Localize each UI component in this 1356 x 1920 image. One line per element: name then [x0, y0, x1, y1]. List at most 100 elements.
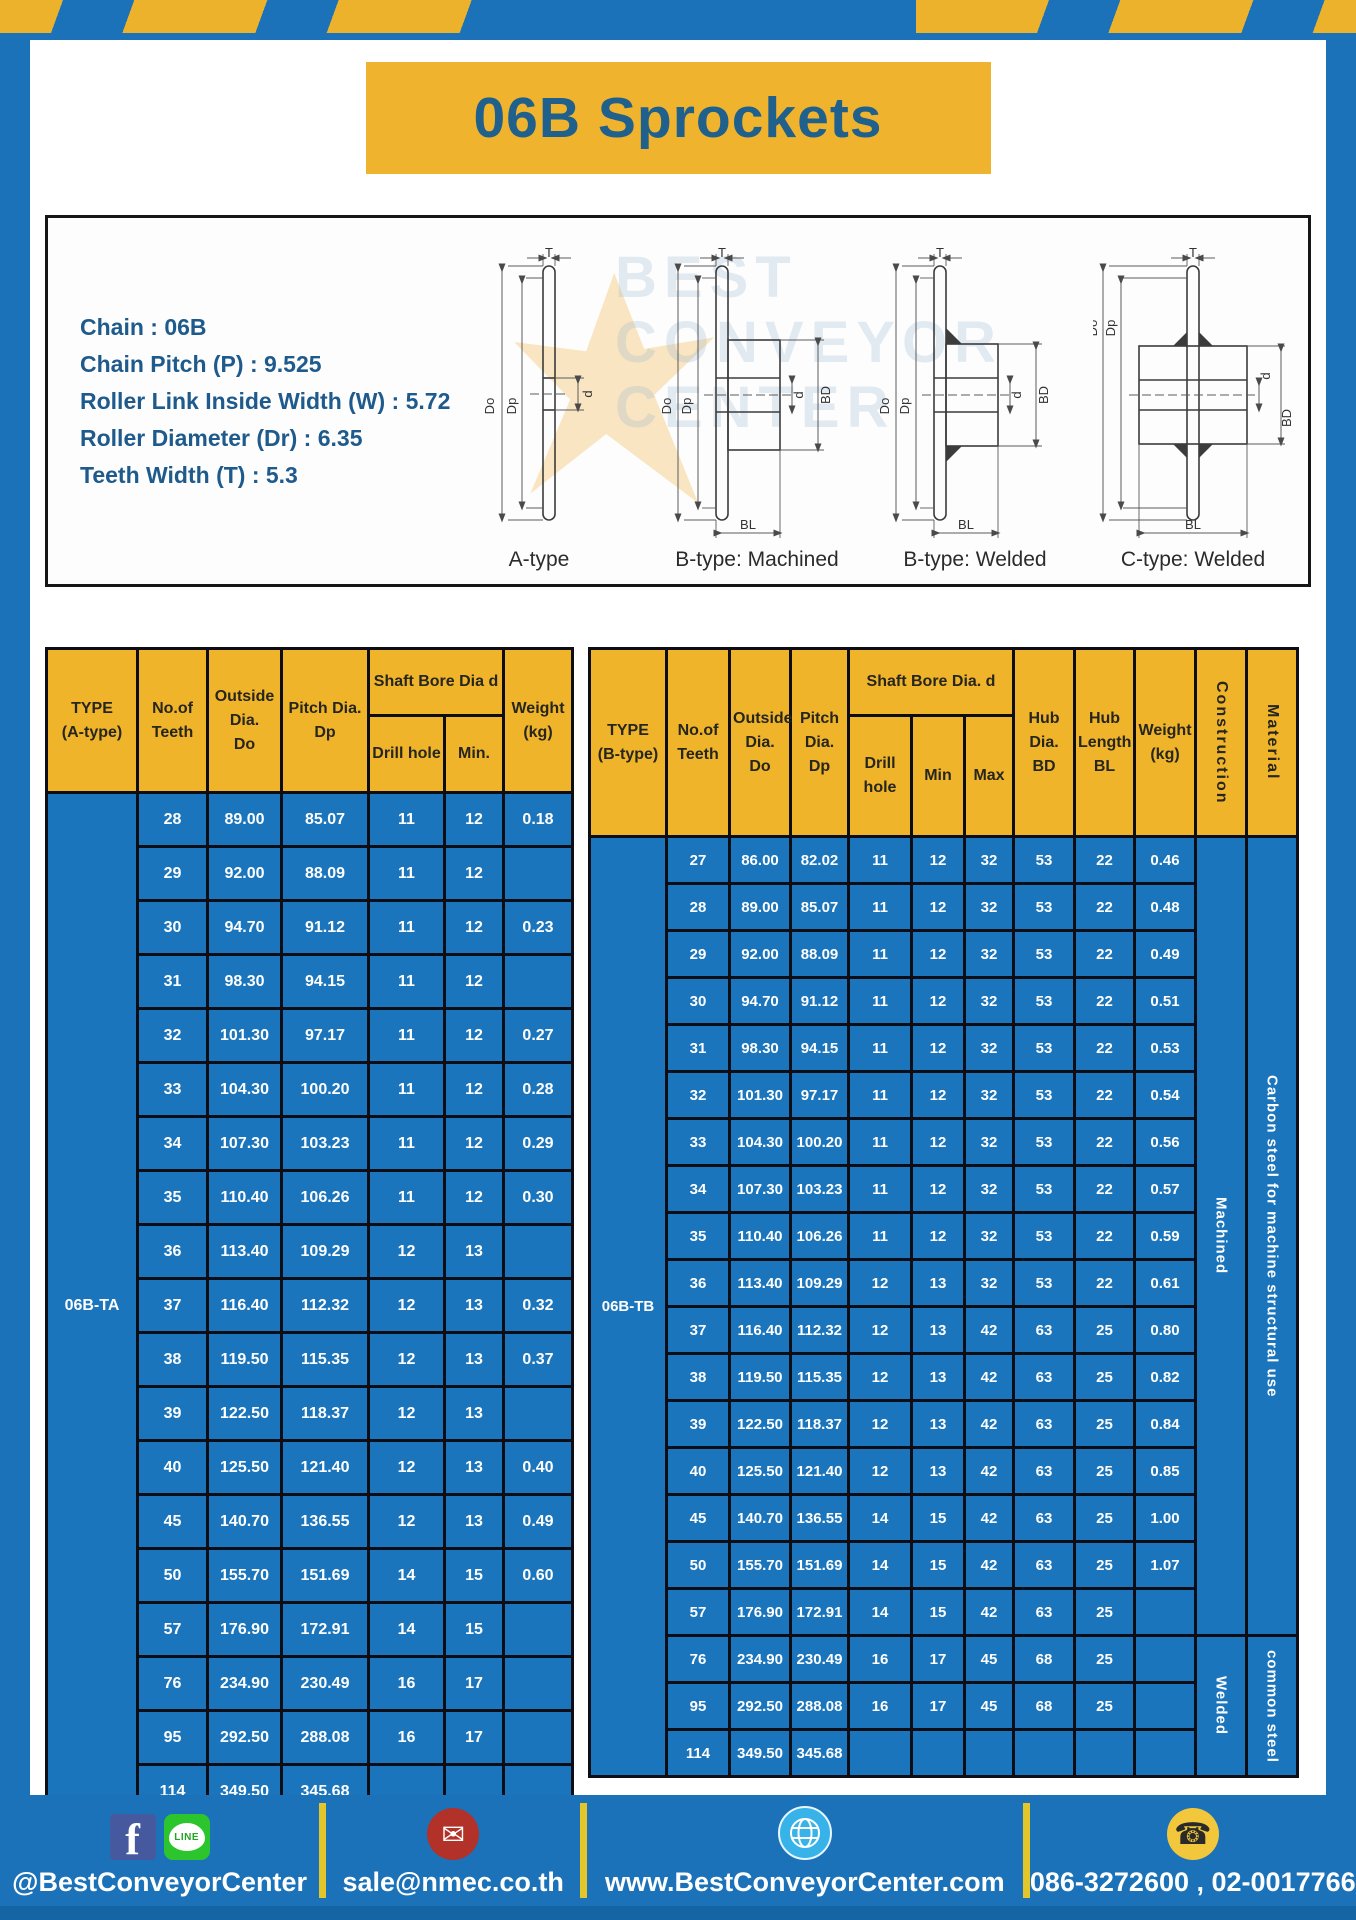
data-cell: 40: [665, 1446, 731, 1496]
data-cell: 16: [847, 1634, 913, 1684]
diagram-label-a-type: A-type: [508, 548, 570, 571]
data-cell: 349.50: [206, 1763, 283, 1795]
table-row: 37 116.40 112.32 12 13 0.32: [47, 1277, 574, 1334]
data-cell: 12: [443, 899, 505, 956]
data-cell: 53: [1012, 976, 1077, 1026]
table-row: 76 234.90 230.49 16 17: [47, 1655, 574, 1712]
data-cell: [502, 1223, 574, 1280]
table-row: 57 176.90 172.91 14 15: [47, 1601, 574, 1658]
data-cell: 14: [847, 1540, 913, 1590]
bottom-strip: [0, 1906, 1356, 1920]
data-cell: 100.20: [280, 1061, 370, 1118]
data-cell: 176.90: [206, 1601, 283, 1658]
data-cell: 0.23: [502, 899, 574, 956]
data-cell: 0.84: [1133, 1399, 1198, 1449]
data-cell: 151.69: [280, 1547, 370, 1604]
table-row: 38 119.50 115.35 12 13 42 63 25 0.82: [590, 1352, 1298, 1402]
data-cell: 42: [962, 1352, 1016, 1402]
data-cell: 349.50: [728, 1728, 792, 1778]
footer-section-phone: ☎ 086-3272600 , 02-0017766: [1030, 1795, 1356, 1906]
data-cell: 37: [136, 1277, 209, 1334]
b-type-table: TYPE (B-type) No.of Teeth Outside Dia. D…: [588, 647, 1300, 1778]
data-cell: 50: [665, 1540, 731, 1590]
data-cell: 345.68: [280, 1763, 370, 1795]
a-type-table: TYPE (A-type) No.of Teeth Outside Dia. D…: [45, 647, 574, 1795]
table-row: 39 122.50 118.37 12 13 42 63 25 0.84: [590, 1399, 1298, 1449]
a-type-table-header: TYPE (A-type) No.of Teeth Outside Dia. D…: [45, 647, 574, 794]
data-cell: 100.20: [789, 1117, 850, 1167]
contact-footer: f LINE @BestConveyorCenter ✉ sale@nmec.c…: [0, 1795, 1356, 1906]
data-cell: 0.54: [1133, 1070, 1198, 1120]
svg-text:d: d: [1258, 372, 1273, 379]
table-row: 34 107.30 103.23 11 12 0.29: [47, 1115, 574, 1172]
data-cell: 88.09: [280, 845, 370, 902]
data-cell: 113.40: [728, 1258, 792, 1308]
b-type-table-header: TYPE (B-type) No.of Teeth Outside Dia. D…: [588, 647, 1300, 838]
data-cell: 106.26: [280, 1169, 370, 1226]
a-type-table-body: 06B-TA 28 89.00 85.07 11 12 0.18 29 92.00 88.09 11…: [45, 791, 574, 1795]
data-cell: 38: [665, 1352, 731, 1402]
data-cell: 11: [367, 953, 446, 1010]
data-cell: [1012, 1728, 1077, 1778]
data-cell: 36: [136, 1223, 209, 1280]
data-cell: 115.35: [789, 1352, 850, 1402]
data-cell: 12: [910, 1070, 966, 1120]
col-header-min: Min.: [443, 714, 505, 794]
sprocket-diagrams: Do Dp T d A-type: [430, 218, 1308, 584]
data-cell: 11: [367, 1007, 446, 1064]
data-cell: 121.40: [280, 1439, 370, 1496]
data-cell: 98.30: [728, 1023, 792, 1073]
data-cell: [502, 845, 574, 902]
website-url: www.BestConveyorCenter.com: [605, 1867, 1005, 1897]
spec-line-teeth-width: Teeth Width (T) : 5.3: [80, 461, 298, 488]
table-row: 39 122.50 118.37 12 13: [47, 1385, 574, 1442]
data-cell: 28: [665, 882, 731, 932]
b-type-machined-drawing: Do Dp T d BD: [662, 248, 833, 538]
data-cell: 13: [443, 1385, 505, 1442]
data-cell: 12: [910, 929, 966, 979]
data-cell: 288.08: [789, 1681, 850, 1731]
col-header-weight: Weight (kg): [502, 647, 574, 794]
data-cell: 0.80: [1133, 1305, 1198, 1355]
data-cell: 34: [136, 1115, 209, 1172]
data-cell: 32: [136, 1007, 209, 1064]
data-cell: [502, 953, 574, 1010]
data-cell: 94.15: [789, 1023, 850, 1073]
data-cell: 14: [367, 1547, 446, 1604]
diagram-a-type: Do Dp T d A-type: [430, 224, 648, 584]
data-cell: 68: [1012, 1634, 1077, 1684]
col-header-shaft-bore: Shaft Bore Dia. d: [846, 647, 1016, 717]
data-cell: 25: [1073, 1352, 1137, 1402]
data-cell: 101.30: [206, 1007, 283, 1064]
data-cell: 95: [665, 1681, 731, 1731]
data-cell: 31: [136, 953, 209, 1010]
svg-text:d: d: [1009, 391, 1024, 398]
title-banner: 06B Sprockets: [365, 62, 991, 174]
data-cell: 114: [136, 1763, 209, 1795]
data-cell: 13: [910, 1305, 966, 1355]
col-header-min: Min: [910, 714, 966, 838]
data-cell: 63: [1012, 1587, 1077, 1637]
data-cell: 12: [847, 1399, 913, 1449]
spec-line-roller-width: Roller Link Inside Width (W) : 5.72: [80, 387, 451, 414]
data-cell: 53: [1012, 835, 1077, 885]
data-cell: 1.00: [1133, 1493, 1198, 1543]
data-cell: 33: [665, 1117, 731, 1167]
data-cell: 13: [443, 1493, 505, 1550]
data-cell: 53: [1012, 929, 1077, 979]
data-cell: 122.50: [728, 1399, 792, 1449]
data-cell: 0.48: [1133, 882, 1198, 932]
data-cell: 12: [367, 1439, 446, 1496]
data-cell: 68: [1012, 1681, 1077, 1731]
data-cell: 92.00: [206, 845, 283, 902]
data-cell: 92.00: [728, 929, 792, 979]
col-header-weight: Weight (kg): [1133, 647, 1198, 838]
data-cell: 57: [665, 1587, 731, 1637]
col-header-drill-hole: Drill hole: [367, 714, 446, 794]
data-cell: 12: [367, 1493, 446, 1550]
data-cell: 63: [1012, 1399, 1077, 1449]
data-cell: 32: [962, 929, 1016, 979]
data-cell: 0.85: [1133, 1446, 1198, 1496]
data-cell: 109.29: [280, 1223, 370, 1280]
data-cell: 12: [910, 1117, 966, 1167]
